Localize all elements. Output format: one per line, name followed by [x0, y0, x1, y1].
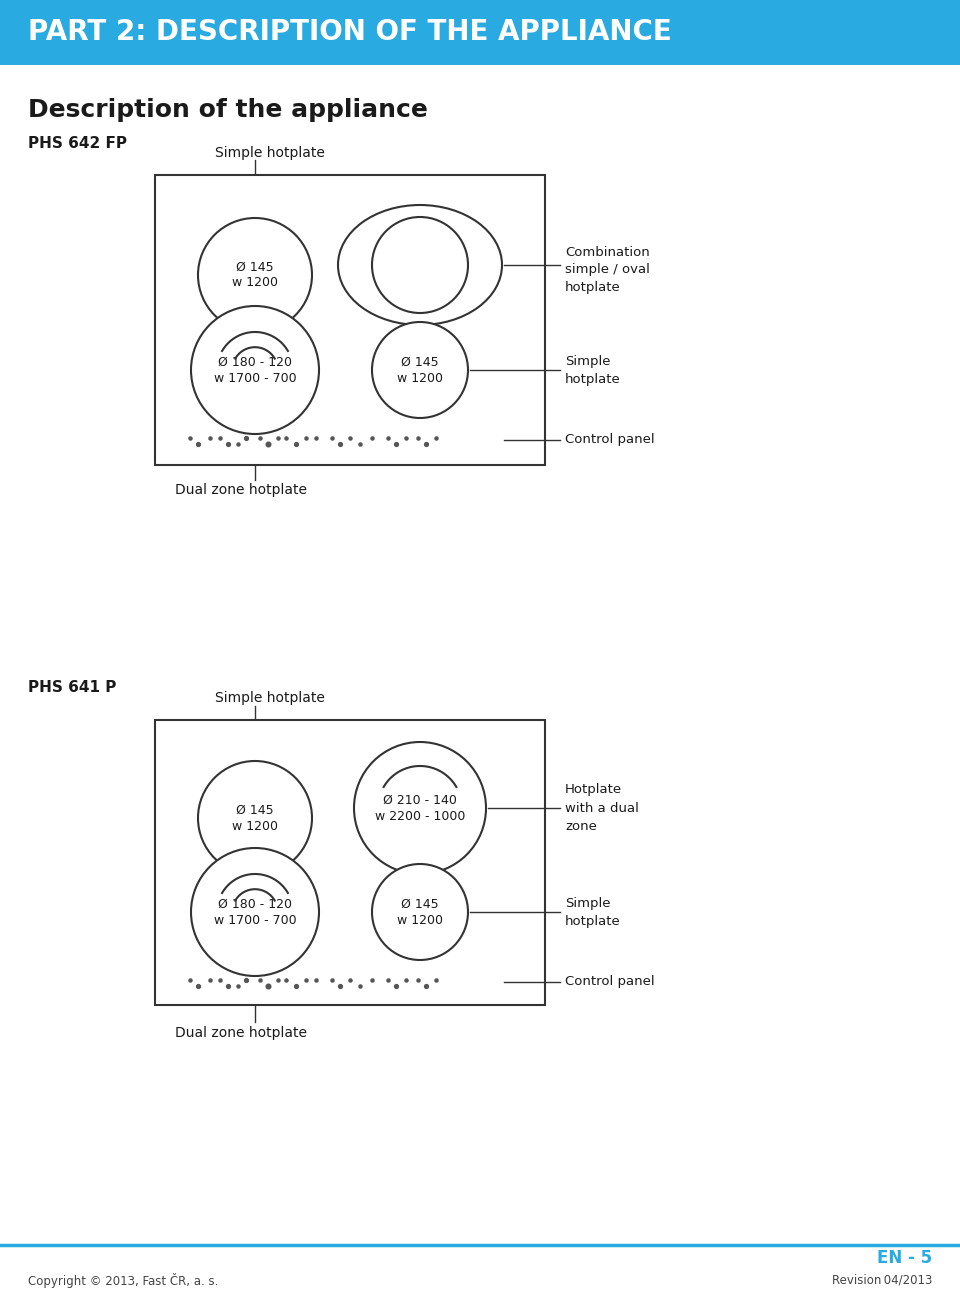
- Text: Hotplate
with a dual
zone: Hotplate with a dual zone: [565, 784, 638, 833]
- Text: w 1200: w 1200: [397, 372, 443, 385]
- Text: EN - 5: EN - 5: [876, 1249, 932, 1267]
- Text: Copyright © 2013, Fast ČR, a. s.: Copyright © 2013, Fast ČR, a. s.: [28, 1272, 218, 1288]
- Text: Combination
simple / oval
hotplate: Combination simple / oval hotplate: [565, 246, 650, 295]
- Text: w 2200 - 1000: w 2200 - 1000: [374, 809, 466, 822]
- Text: w 1200: w 1200: [232, 819, 278, 833]
- Text: Revision 04/2013: Revision 04/2013: [831, 1274, 932, 1287]
- Text: Ø 180 - 120: Ø 180 - 120: [218, 356, 292, 369]
- Text: Simple hotplate: Simple hotplate: [215, 147, 324, 160]
- Text: Dual zone hotplate: Dual zone hotplate: [175, 483, 307, 497]
- Text: Ø 145: Ø 145: [236, 804, 274, 817]
- Text: PHS 641 P: PHS 641 P: [28, 681, 116, 695]
- Text: w 1700 - 700: w 1700 - 700: [214, 372, 297, 385]
- Ellipse shape: [338, 206, 502, 325]
- Text: Ø 250 - 140: Ø 250 - 140: [383, 250, 457, 263]
- Circle shape: [372, 217, 468, 313]
- Text: w 1200: w 1200: [232, 276, 278, 289]
- Text: Ø 210 - 140: Ø 210 - 140: [383, 793, 457, 806]
- Text: Ø 180 - 120: Ø 180 - 120: [218, 898, 292, 911]
- Text: Description of the appliance: Description of the appliance: [28, 98, 428, 122]
- Text: Simple hotplate: Simple hotplate: [215, 691, 324, 706]
- Text: Dual zone hotplate: Dual zone hotplate: [175, 1026, 307, 1039]
- Text: Ø 145: Ø 145: [401, 356, 439, 369]
- Circle shape: [191, 848, 319, 977]
- Text: w 2000 - 1100: w 2000 - 1100: [374, 267, 466, 280]
- Bar: [155, 175, 545, 465]
- Text: Ø 145: Ø 145: [236, 260, 274, 274]
- Circle shape: [191, 306, 319, 435]
- Circle shape: [372, 322, 468, 418]
- Text: w 1200: w 1200: [397, 914, 443, 927]
- Circle shape: [198, 761, 312, 874]
- Text: PART 2: DESCRIPTION OF THE APPLIANCE: PART 2: DESCRIPTION OF THE APPLIANCE: [28, 18, 672, 46]
- Circle shape: [354, 742, 486, 874]
- Bar: [0, 0, 960, 65]
- Text: Ø 145: Ø 145: [401, 898, 439, 911]
- Text: PHS 642 FP: PHS 642 FP: [28, 136, 127, 151]
- Text: Control panel: Control panel: [565, 433, 655, 446]
- Text: Simple
hotplate: Simple hotplate: [565, 355, 621, 385]
- Bar: [155, 720, 545, 1005]
- Circle shape: [372, 864, 468, 959]
- Text: Control panel: Control panel: [565, 975, 655, 988]
- Text: Simple
hotplate: Simple hotplate: [565, 897, 621, 928]
- Circle shape: [198, 219, 312, 332]
- Text: w 1700 - 700: w 1700 - 700: [214, 914, 297, 927]
